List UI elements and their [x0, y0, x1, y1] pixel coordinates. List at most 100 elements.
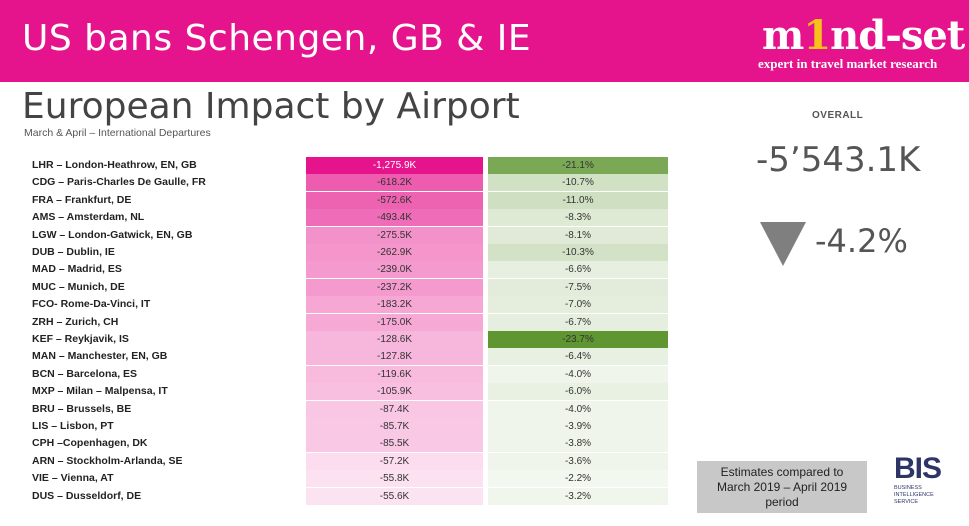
percent-change-cell: -3.6% [488, 452, 668, 470]
airport-label: DUS – Dusseldorf, DE [32, 489, 142, 502]
airport-label: MUC – Munich, DE [32, 280, 125, 293]
table-row: DUS – Dusseldorf, DE -55.6K -3.2% [0, 487, 680, 505]
table-row: CDG – Paris-Charles De Gaulle, FR -618.2K… [0, 174, 680, 192]
table-row: MUC – Munich, DE -237.2K -7.5% [0, 278, 680, 296]
departures-change-cell: -183.2K [306, 296, 483, 314]
airport-label: VIE – Vienna, AT [32, 472, 114, 485]
overall-value: -5’543.1K [756, 140, 921, 180]
departures-change-cell: -85.5K [306, 435, 483, 453]
departures-change-cell: -105.9K [306, 383, 483, 401]
departures-change-cell: -128.6K [306, 331, 483, 348]
note-line-3: period [765, 495, 799, 509]
airport-label: KEF – Reykjavik, IS [32, 333, 129, 345]
percent-change-cell: -6.7% [488, 313, 668, 331]
departures-change-cell: -262.9K [306, 244, 483, 261]
bis-line-3: SERVICE [894, 499, 919, 505]
departures-change-cell: -618.2K [306, 174, 483, 192]
airport-label: FCO- Rome-Da-Vinci, IT [32, 298, 151, 311]
airport-label: DUB – Dublin, IE [32, 246, 115, 258]
airport-label: CPH –Copenhagen, DK [32, 437, 148, 450]
mindset-logo: m1nd-set expert in travel market researc… [758, 12, 965, 72]
estimates-note: Estimates compared to March 2019 – April… [697, 461, 867, 513]
percent-change-cell: -4.0% [488, 400, 668, 418]
percent-change-cell: -6.0% [488, 383, 668, 401]
table-row: AMS – Amsterdam, NL -493.4K -8.3% [0, 209, 680, 227]
bis-logo: BIS BUSINESS INTELLIGENCE SERVICE [892, 452, 964, 516]
percent-change-cell: -10.3% [488, 244, 668, 261]
airport-label: AMS – Amsterdam, NL [32, 211, 145, 224]
table-row: ZRH – Zurich, CH -175.0K -6.7% [0, 313, 680, 331]
bis-subtitle: BUSINESS INTELLIGENCE SERVICE [894, 485, 934, 506]
table-row: DUB – Dublin, IE -262.9K -10.3% [0, 244, 680, 261]
table-row: LIS – Lisbon, PT -85.7K -3.9% [0, 418, 680, 435]
table-row: FRA – Frankfurt, DE -572.6K -11.0% [0, 191, 680, 209]
table-row: FCO- Rome-Da-Vinci, IT -183.2K -7.0% [0, 296, 680, 314]
departures-change-cell: -493.4K [306, 209, 483, 227]
departures-change-cell: -87.4K [306, 400, 483, 418]
percent-change-cell: -21.1% [488, 157, 668, 174]
departures-change-cell: -1,275.9K [306, 157, 483, 174]
airport-label: BCN – Barcelona, ES [32, 367, 138, 380]
departures-change-cell: -127.8K [306, 348, 483, 366]
departures-change-cell: -57.2K [306, 452, 483, 470]
percent-change-cell: -8.3% [488, 209, 668, 227]
percent-change-cell: -23.7% [488, 331, 668, 348]
table-row: MAD – Madrid, ES -239.0K -6.6% [0, 261, 680, 279]
airport-label: ZRH – Zurich, CH [32, 315, 119, 328]
airport-label: LIS – Lisbon, PT [32, 420, 114, 432]
departures-change-cell: -55.8K [306, 470, 483, 488]
note-line-1: Estimates compared to [720, 465, 844, 479]
percent-change-cell: -11.0% [488, 191, 668, 209]
airport-label: MAD – Madrid, ES [32, 263, 122, 276]
logo-tagline: expert in travel market research [758, 56, 938, 71]
bis-line-2: INTELLIGENCE [894, 492, 934, 498]
header-banner: US bans Schengen, GB & IE m1nd-set exper… [0, 0, 969, 82]
airport-label: FRA – Frankfurt, DE [32, 193, 132, 206]
table-row: MXP – Milan – Malpensa, IT -105.9K -6.0% [0, 383, 680, 401]
departures-change-cell: -275.5K [306, 226, 483, 244]
bis-line-1: BUSINESS [894, 485, 922, 491]
departures-change-cell: -119.6K [306, 365, 483, 383]
table-row: BCN – Barcelona, ES -119.6K -4.0% [0, 365, 680, 383]
percent-change-cell: -3.2% [488, 487, 668, 505]
percent-change-cell: -10.7% [488, 174, 668, 192]
table-row: MAN – Manchester, EN, GB -127.8K -6.4% [0, 348, 680, 366]
logo-wordmark: m1nd-set [762, 12, 965, 59]
airport-label: LHR – London-Heathrow, EN, GB [32, 159, 197, 171]
percent-change-cell: -7.0% [488, 296, 668, 314]
percent-change-cell: -3.9% [488, 418, 668, 435]
percent-change-cell: -2.2% [488, 470, 668, 488]
table-row: VIE – Vienna, AT -55.8K -2.2% [0, 470, 680, 488]
table-row: BRU – Brussels, BE -87.4K -4.0% [0, 400, 680, 418]
table-row: KEF – Reykjavik, IS -128.6K -23.7% [0, 331, 680, 348]
note-line-2: March 2019 – April 2019 [716, 480, 848, 494]
percent-change-cell: -6.6% [488, 261, 668, 279]
table-row: LHR – London-Heathrow, EN, GB -1,275.9K -2… [0, 157, 680, 174]
airport-label: LGW – London-Gatwick, EN, GB [32, 228, 193, 241]
table-row: CPH –Copenhagen, DK -85.5K -3.8% [0, 435, 680, 453]
departures-change-cell: -239.0K [306, 261, 483, 279]
page-subtitle: March & April – International Departures [24, 127, 211, 139]
airport-label: ARN – Stockholm-Arlanda, SE [32, 454, 183, 467]
departures-change-cell: -85.7K [306, 418, 483, 435]
airport-label: BRU – Brussels, BE [32, 402, 132, 415]
percent-change-cell: -3.8% [488, 435, 668, 453]
departures-change-cell: -572.6K [306, 191, 483, 209]
overall-label: OVERALL [812, 110, 864, 121]
table-row: ARN – Stockholm-Arlanda, SE -57.2K -3.6% [0, 452, 680, 470]
airport-label: MXP – Milan – Malpensa, IT [32, 385, 168, 398]
overall-pct: -4.2% [815, 222, 908, 260]
page-title: European Impact by Airport [22, 86, 520, 127]
down-triangle-icon [760, 222, 806, 266]
percent-change-cell: -4.0% [488, 365, 668, 383]
percent-change-cell: -8.1% [488, 226, 668, 244]
departures-change-cell: -175.0K [306, 313, 483, 331]
bis-mark: BIS [894, 452, 942, 485]
percent-change-cell: -7.5% [488, 278, 668, 296]
table-row: LGW – London-Gatwick, EN, GB -275.5K -8.1% [0, 226, 680, 244]
airport-label: MAN – Manchester, EN, GB [32, 350, 168, 363]
departures-change-cell: -237.2K [306, 278, 483, 296]
airport-label: CDG – Paris-Charles De Gaulle, FR [32, 176, 206, 189]
banner-title: US bans Schengen, GB & IE [22, 18, 532, 59]
departures-change-cell: -55.6K [306, 487, 483, 505]
